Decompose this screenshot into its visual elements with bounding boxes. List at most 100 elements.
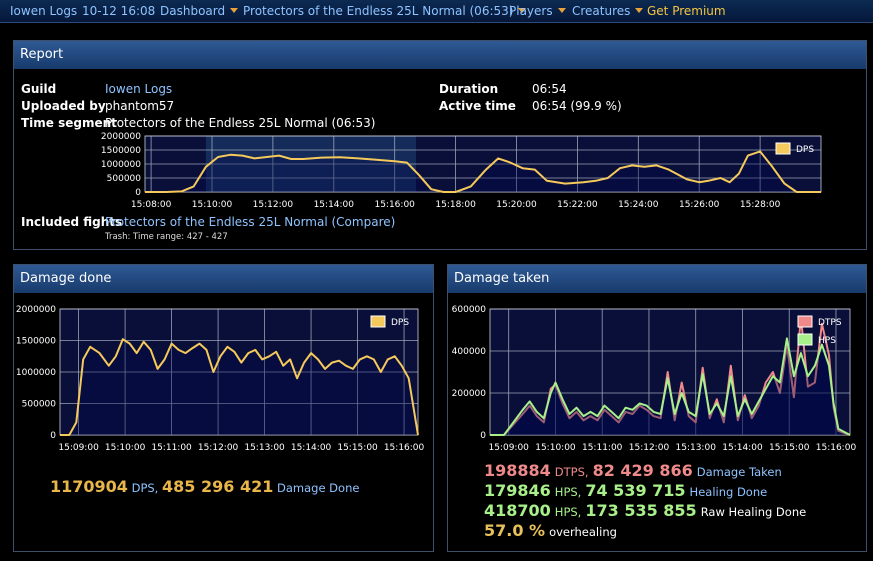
active-time-label: Active time — [439, 99, 516, 113]
y-tick-label: 1000000 — [101, 160, 141, 170]
damage-taken-stat-row: 418700 HPS, 173 535 855 Raw Healing Done — [484, 501, 810, 520]
nav-item-5[interactable]: Creatures — [572, 4, 644, 18]
x-tick-label: 15:12:00 — [253, 200, 294, 210]
damage-taken-stat-row: 198884 DTPS, 82 429 866 Damage Taken — [484, 461, 786, 480]
nav-item-label: Dashboard — [160, 4, 226, 18]
y-tick-label: 0 — [480, 431, 486, 441]
x-tick-label: 15:18:00 — [435, 200, 476, 210]
nav-item-6[interactable]: Get Premium — [647, 4, 726, 18]
damage-done-total: 485 296 421 — [162, 477, 274, 496]
y-tick-label: 400000 — [452, 347, 487, 357]
legend-label: DPS — [391, 318, 409, 328]
chevron-down-icon — [557, 8, 566, 13]
y-tick-label: 500000 — [22, 400, 57, 410]
series-line-dps — [145, 150, 821, 193]
top-nav: Iowen Logs 10-12 16:08 Dashboard Protectors… — [0, 0, 873, 23]
stat-v1: 198884 — [484, 461, 551, 480]
legend-swatch — [775, 142, 791, 155]
stat-u2: Damage Taken — [696, 465, 782, 479]
y-tick-label: 2000000 — [16, 305, 56, 315]
stat-v1: 418700 — [484, 501, 551, 520]
x-tick-label: 15:24:00 — [618, 200, 659, 210]
y-tick-label: 1000000 — [16, 368, 56, 378]
y-tick-label: 0 — [50, 431, 56, 441]
plot-border — [144, 135, 822, 193]
uploaded-label: Uploaded by — [21, 99, 106, 113]
y-tick-label: 600000 — [452, 305, 487, 315]
x-tick-label: 15:10:00 — [105, 443, 146, 453]
stat-v1: 57.0 % — [484, 521, 546, 540]
nav-item-0[interactable]: Iowen Logs — [10, 4, 77, 18]
series-fill — [60, 339, 418, 435]
damage-taken-stat-row: 57.0 % overhealing — [484, 521, 621, 540]
nav-item-label: Players — [509, 4, 553, 18]
stat-u2: Raw Healing Done — [700, 505, 807, 519]
series-fill — [490, 338, 850, 435]
nav-item-3[interactable]: Protectors of the Endless 25L Normal (06… — [243, 4, 527, 18]
nav-item-label: Creatures — [572, 4, 631, 18]
guild-label: Guild — [21, 82, 57, 96]
x-tick-label: 15:09:00 — [58, 443, 99, 453]
x-tick-label: 15:16:00 — [816, 443, 857, 453]
stat-u1: HPS, — [554, 485, 582, 499]
x-tick-label: 15:11:00 — [151, 443, 192, 453]
dps-value: 1170904 — [50, 477, 128, 496]
stat-v1: 179846 — [484, 481, 551, 500]
x-tick-label: 15:20:00 — [496, 200, 537, 210]
y-tick-label: 500000 — [107, 174, 142, 184]
x-tick-label: 15:22:00 — [557, 200, 598, 210]
x-tick-label: 15:14:00 — [291, 443, 332, 453]
plot-border — [59, 308, 419, 436]
series-fill — [490, 317, 850, 435]
stat-v2: 74 539 715 — [585, 481, 686, 500]
x-tick-label: 15:16:00 — [374, 200, 415, 210]
legend-swatch — [797, 333, 813, 346]
uploaded-value: phantom57 — [105, 99, 175, 113]
x-tick-label: 15:12:00 — [198, 443, 239, 453]
included-fights-label: Included fights — [21, 215, 123, 229]
guild-link[interactable]: Iowen Logs — [105, 82, 173, 96]
chevron-down-icon — [635, 8, 644, 13]
duration-label: Duration — [439, 82, 499, 96]
plot-border — [489, 308, 851, 436]
segment-value: Protectors of the Endless 25L Normal (06… — [105, 116, 376, 130]
stat-u2: Healing Done — [689, 485, 768, 499]
nav-item-2[interactable]: Dashboard — [160, 4, 239, 18]
x-tick-label: 15:15:00 — [769, 443, 810, 453]
series-fill — [145, 151, 821, 192]
report-title: Report — [14, 41, 866, 69]
y-tick-label: 1500000 — [16, 337, 56, 347]
included-fights-link[interactable]: Protectors of the Endless 25L Normal (Co… — [105, 215, 396, 229]
dps-summary: 1170904 DPS, 485 296 421 Damage Done — [50, 477, 359, 496]
chevron-down-icon — [518, 8, 527, 13]
stat-v2: 82 429 866 — [592, 461, 693, 480]
nav-item-label: Get Premium — [647, 4, 726, 18]
y-tick-label: 1500000 — [101, 146, 141, 156]
legend-swatch — [797, 315, 813, 328]
y-tick-label: 2000000 — [101, 132, 141, 142]
damage-taken-stat-row: 179846 HPS, 74 539 715 Healing Done — [484, 481, 771, 500]
nav-item-label: Iowen Logs — [10, 4, 78, 18]
legend-label: DPS — [796, 145, 814, 155]
stat-u1: HPS, — [554, 505, 582, 519]
x-tick-label: 15:10:00 — [192, 200, 233, 210]
nav-item-4[interactable]: Players — [509, 4, 566, 18]
stat-v2: 173 535 855 — [585, 501, 697, 520]
x-tick-label: 15:16:00 — [384, 443, 425, 453]
x-tick-label: 15:13:00 — [676, 443, 717, 453]
nav-item-1[interactable]: 10-12 16:08 — [82, 4, 155, 18]
legend-swatch — [370, 315, 386, 328]
series-line-dtps — [490, 316, 851, 436]
x-tick-label: 15:13:00 — [244, 443, 285, 453]
x-tick-label: 15:09:00 — [488, 443, 529, 453]
y-tick-label: 200000 — [452, 389, 487, 399]
x-tick-label: 15:10:00 — [535, 443, 576, 453]
x-tick-label: 15:14:00 — [314, 200, 355, 210]
damage-done-total-label: Damage Done — [277, 481, 360, 495]
y-tick-label: 0 — [135, 188, 141, 198]
x-tick-label: 15:15:00 — [337, 443, 378, 453]
legend-label: DTPS — [818, 318, 842, 328]
x-tick-label: 15:14:00 — [722, 443, 763, 453]
nav-item-label: 10-12 16:08 — [82, 4, 156, 18]
